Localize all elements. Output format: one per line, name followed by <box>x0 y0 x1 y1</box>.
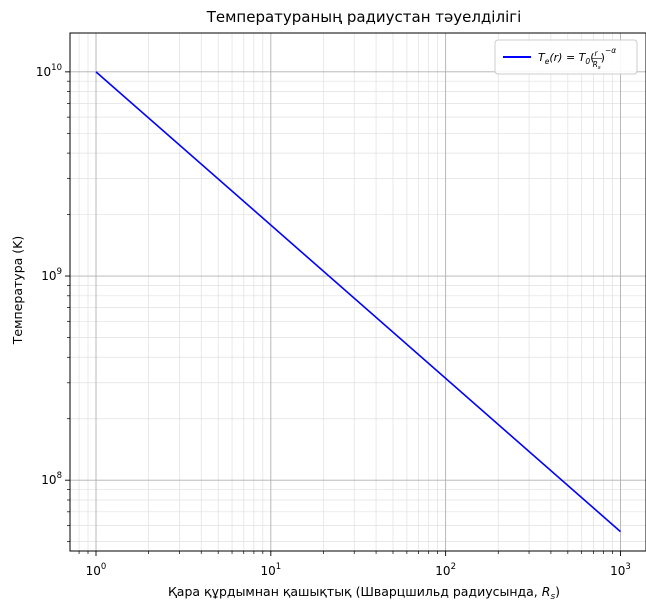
x-tick-label: 103 <box>610 562 631 578</box>
chart-title: Температураның радиустан тәуелділігі <box>206 8 522 26</box>
minor-gridlines <box>70 33 646 551</box>
axis-ticks <box>65 71 621 556</box>
x-tick-label: 101 <box>260 562 281 578</box>
legend-box <box>494 39 638 75</box>
y-tick-label: 108 <box>41 471 62 487</box>
series-group <box>95 71 621 533</box>
x-axis-label: Қара құрдымнан қашықтық (Шварцшильд ради… <box>168 584 560 602</box>
y-tick-label: 1010 <box>36 63 62 79</box>
x-tick-labels: 100 101 102 103 <box>86 562 631 578</box>
legend-label: Te(r) = T0(r Rs)−α <box>538 46 616 71</box>
series-line-0 <box>95 71 621 533</box>
legend: Te(r) = T0(r Rs)−α <box>494 39 638 75</box>
y-axis-label: Температура (K) <box>10 236 25 345</box>
x-tick-label: 100 <box>86 562 107 578</box>
y-tick-labels: 108 109 1010 <box>36 63 62 487</box>
plot-frame <box>69 32 646 552</box>
x-tick-label: 102 <box>435 562 456 578</box>
y-tick-label: 109 <box>41 267 62 283</box>
